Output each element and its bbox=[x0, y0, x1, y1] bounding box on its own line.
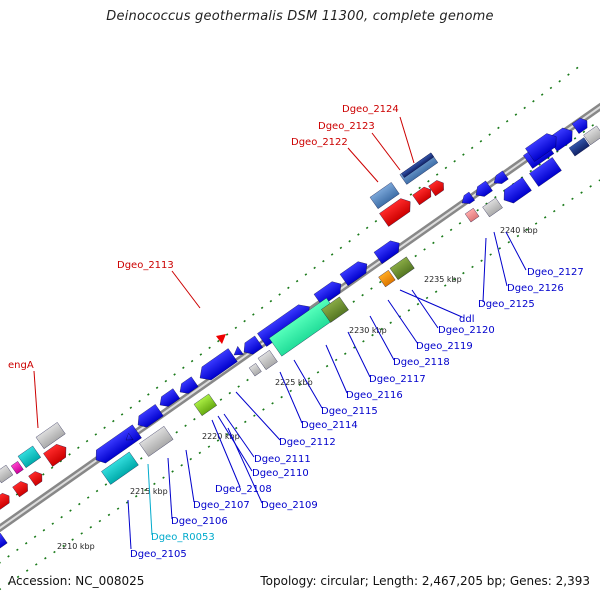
kbp-label: 2230 kbp bbox=[349, 326, 387, 335]
gene-enga-area-grey2 bbox=[0, 464, 14, 484]
gene-dgeo-2112 bbox=[193, 393, 217, 416]
kbp-label: 2210 kbp bbox=[57, 542, 95, 551]
gene-dgeo-2122 bbox=[369, 182, 400, 209]
gene-label-dgeo-2118: Dgeo_2118 bbox=[393, 357, 450, 368]
gene-dgeo-2127 bbox=[461, 191, 475, 204]
gene-label-enga: engA bbox=[8, 360, 34, 371]
gene-red-2 bbox=[412, 186, 432, 206]
gene-label-dgeo-2111: Dgeo_2111 bbox=[254, 454, 311, 465]
gene-label-dgeo-2127: Dgeo_2127 bbox=[527, 267, 584, 278]
gene-top-grey bbox=[583, 125, 600, 146]
gene-inner-grey bbox=[482, 197, 503, 218]
kbp-label: 2225 kbp bbox=[275, 378, 313, 387]
kbp-label: 2220 kbp bbox=[202, 432, 240, 441]
gene-label-dgeo-2126: Dgeo_2126 bbox=[507, 283, 564, 294]
gene-enga-area-cyan bbox=[17, 445, 41, 468]
gene-mid-4 bbox=[373, 240, 400, 264]
gene-enga-area-grey bbox=[35, 422, 66, 449]
gene-inner-blue-6 bbox=[529, 157, 562, 187]
gene-label-dgeo-2125: Dgeo_2125 bbox=[478, 299, 535, 310]
gene-dgeo-r0053 bbox=[101, 451, 139, 485]
gene-dgeo-2118 bbox=[321, 296, 349, 323]
gene-dgeo-2115 bbox=[248, 363, 262, 377]
gene-red-low-1 bbox=[12, 481, 28, 498]
gene-label-ddl: ddl bbox=[459, 314, 474, 325]
gene-label-dgeo-2115: Dgeo_2115 bbox=[321, 406, 378, 417]
gene-dgeo-2126 bbox=[475, 180, 493, 197]
gene-mid-5 bbox=[243, 335, 263, 355]
kbp-labels: 2210 kbp 2215 kbp 2220 kbp 2225 kbp 2230… bbox=[57, 226, 538, 551]
gene-label-dgeo-2119: Dgeo_2119 bbox=[416, 341, 473, 352]
inner-strand-features bbox=[0, 133, 562, 551]
accession-text: Accession: NC_008025 bbox=[8, 574, 145, 588]
gene-label-dgeo-2110: Dgeo_2110 bbox=[252, 468, 309, 479]
gene-dgeo-2120 bbox=[389, 256, 415, 280]
gene-labels: Dgeo_2124 Dgeo_2123 Dgeo_2122 Dgeo_2113 … bbox=[8, 104, 584, 560]
gene-low-6 bbox=[125, 432, 134, 441]
gene-top-navy bbox=[568, 137, 590, 157]
gene-red-3 bbox=[428, 180, 444, 197]
outer-strand-features bbox=[0, 117, 600, 484]
gene-low-1 bbox=[159, 388, 181, 407]
gene-label-dgeo-2105: Dgeo_2105 bbox=[130, 549, 187, 560]
leader-lines bbox=[33, 116, 527, 550]
gene-dgeo-2125 bbox=[464, 207, 480, 223]
kbp-label: 2215 kbp bbox=[130, 487, 168, 496]
gene-label-dgeo-2113: Dgeo_2113 bbox=[117, 260, 174, 271]
kbp-label: 2240 kbp bbox=[500, 226, 538, 235]
gene-label-dgeo-2108: Dgeo_2108 bbox=[215, 484, 272, 495]
map-title: Deinococcus geothermalis DSM 11300, comp… bbox=[106, 9, 494, 24]
gene-inner-blue-5 bbox=[503, 177, 532, 204]
gene-dgeo-2113 bbox=[233, 346, 244, 356]
gene-low-5 bbox=[95, 424, 142, 464]
gene-red-low-3 bbox=[0, 493, 10, 511]
gene-label-dgeo-r0053: Dgeo_R0053 bbox=[151, 532, 215, 543]
gene-label-dgeo-2109: Dgeo_2109 bbox=[261, 500, 318, 511]
gene-blue-low-edge bbox=[0, 532, 8, 551]
gene-label-dgeo-2114: Dgeo_2114 bbox=[301, 420, 358, 431]
gene-low-4 bbox=[137, 404, 164, 428]
gene-label-dgeo-2124: Dgeo_2124 bbox=[342, 104, 399, 115]
gene-dgeo-2124 bbox=[399, 152, 439, 185]
gene-ddl bbox=[378, 269, 396, 288]
gene-label-dgeo-2112: Dgeo_2112 bbox=[279, 437, 336, 448]
gene-enga-area-pink bbox=[10, 461, 24, 475]
gene-inner-blue-3 bbox=[493, 170, 509, 184]
gene-dgeo-2114 bbox=[257, 350, 278, 370]
gene-enga-area-red bbox=[43, 444, 67, 467]
gene-label-dgeo-2117: Dgeo_2117 bbox=[369, 374, 426, 385]
position-marker bbox=[216, 334, 226, 344]
gene-label-dgeo-2106: Dgeo_2106 bbox=[171, 516, 228, 527]
gene-label-dgeo-2120: Dgeo_2120 bbox=[438, 325, 495, 336]
gene-label-dgeo-2123: Dgeo_2123 bbox=[318, 121, 375, 132]
gene-low-2 bbox=[179, 376, 199, 394]
gene-dgeo-2108 bbox=[139, 426, 174, 457]
gene-inner-blue-4 bbox=[525, 133, 557, 162]
gene-dgeo-2123-red bbox=[379, 198, 411, 227]
kbp-label: 2235 kbp bbox=[424, 275, 462, 284]
gene-label-dgeo-2107: Dgeo_2107 bbox=[193, 500, 250, 511]
gene-mid-3 bbox=[339, 261, 368, 286]
genome-summary-text: Topology: circular; Length: 2,467,205 bp… bbox=[260, 574, 590, 588]
gene-low-3 bbox=[199, 348, 238, 381]
gene-label-dgeo-2116: Dgeo_2116 bbox=[346, 390, 403, 401]
gene-label-dgeo-2122: Dgeo_2122 bbox=[291, 137, 348, 148]
gene-red-low-2 bbox=[28, 471, 43, 487]
